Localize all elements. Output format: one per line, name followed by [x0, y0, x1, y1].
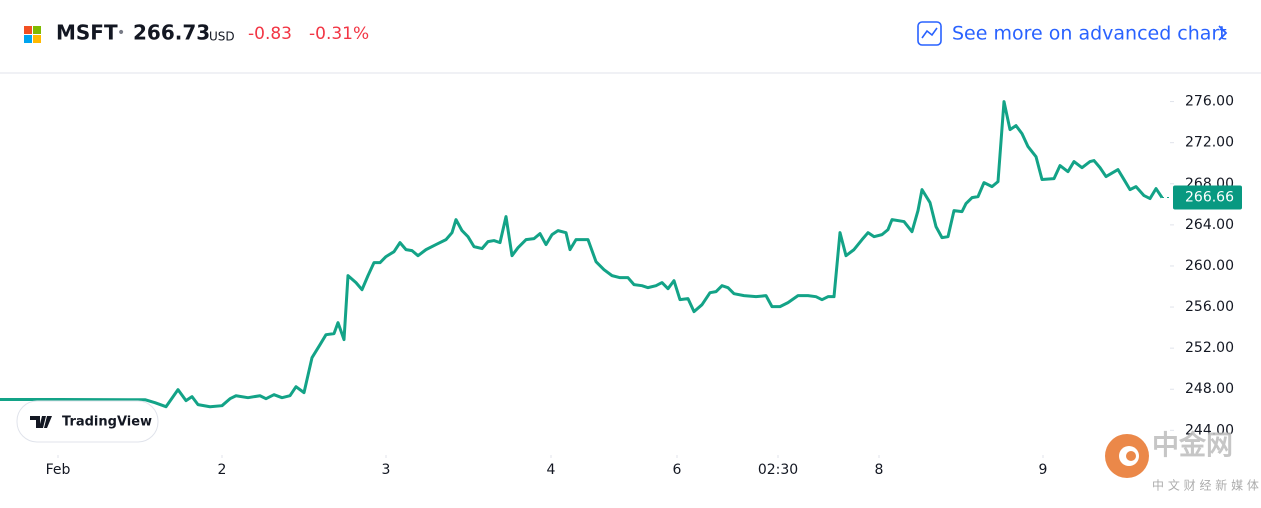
- y-tick-label: 256.00: [1185, 299, 1234, 315]
- price-line: [0, 100, 1164, 409]
- y-tick-label: 272.00: [1185, 135, 1234, 151]
- x-tick-label: 4: [547, 462, 556, 478]
- x-tick-label: 02:30: [758, 462, 798, 478]
- currency: USD: [209, 30, 235, 44]
- symbol: MSFT: [56, 21, 118, 45]
- advanced-chart-link[interactable]: See more on advanced chart: [917, 21, 1228, 46]
- change-percent: -0.31%: [309, 24, 369, 44]
- y-tick-label: 244.00: [1185, 422, 1234, 438]
- y-tick-label: 260.00: [1185, 258, 1234, 274]
- x-tick-label: 2: [218, 462, 227, 478]
- watermark-brand: 中金网: [1152, 430, 1233, 462]
- y-tick-label: 248.00: [1185, 381, 1234, 397]
- watermark-tagline: 中 文 财 经 新 媒 体: [1152, 478, 1259, 493]
- badge-text[interactable]: TradingView: [62, 415, 152, 430]
- price: 266.73: [133, 21, 210, 45]
- ms-logo: [24, 26, 41, 43]
- x-tick-label: 8: [875, 462, 884, 478]
- last-price-label: 266.66: [1185, 190, 1234, 206]
- link-text[interactable]: See more on advanced chart: [952, 23, 1227, 45]
- change: -0.83: [248, 24, 292, 44]
- watermark: 中金网 中 文 财 经 新 媒 体: [1105, 430, 1259, 493]
- last-price-box: [1173, 185, 1242, 210]
- x-tick-label: 9: [1039, 462, 1048, 478]
- badge[interactable]: TradingView: [16, 400, 159, 443]
- x-tick-label: Feb: [46, 462, 71, 478]
- y-tick-label: 276.00: [1185, 94, 1234, 110]
- x-tick-label: 6: [673, 462, 682, 478]
- y-tick-label: 264.00: [1185, 217, 1234, 233]
- separator: •: [117, 25, 125, 41]
- x-tick-label: 3: [382, 462, 391, 478]
- y-tick-label: 252.00: [1185, 340, 1234, 356]
- plot: 244.00248.00252.00256.00260.00264.00268.…: [0, 94, 1242, 478]
